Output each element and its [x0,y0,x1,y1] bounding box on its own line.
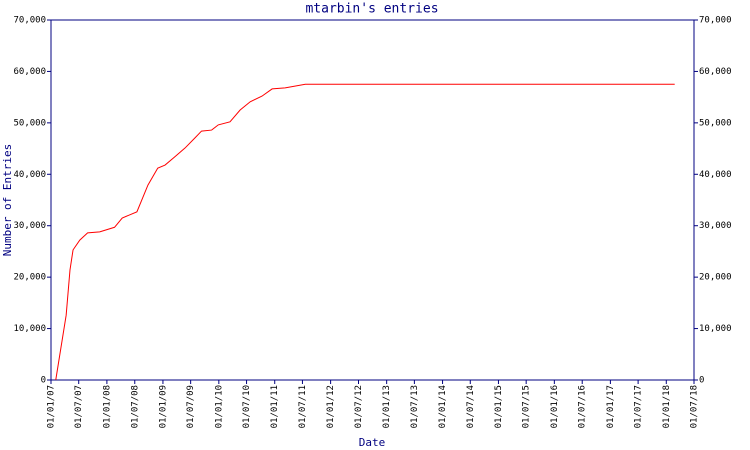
x-tick-label: 01/07/18 [690,385,700,428]
y-axis-title: Number of Entries [1,144,14,257]
y2-tick-label: 10,000 [699,324,732,334]
y2-tick-label: 60,000 [699,67,732,77]
x-tick-label: 01/01/08 [102,385,112,428]
y2-tick-label: 50,000 [699,118,732,128]
y-tick-label: 50,000 [13,118,46,128]
x-tick-label: 01/01/12 [326,385,336,428]
x-axis-title: Date [359,436,386,449]
y2-tick-label: 40,000 [699,170,732,180]
y-tick-label: 30,000 [13,221,46,231]
y-tick-label: 60,000 [13,67,46,77]
x-tick-label: 01/07/11 [298,385,308,428]
x-tick-label: 01/01/16 [550,385,560,428]
x-tick-label: 01/01/09 [158,385,168,428]
x-tick-label: 01/07/15 [522,385,532,428]
y-tick-label: 70,000 [13,16,46,26]
x-tick-label: 01/07/12 [354,385,364,428]
x-tick-label: 01/01/17 [606,385,616,428]
x-tick-label: 01/07/08 [130,385,140,428]
x-tick-label: 01/07/14 [466,385,476,428]
x-tick-label: 01/07/07 [74,385,84,428]
plot-frame [50,19,695,381]
x-tick-label: 01/07/13 [410,385,420,428]
x-tick-label: 01/01/18 [662,385,672,428]
y-tick-label: 40,000 [13,170,46,180]
x-tick-label: 01/07/17 [634,385,644,428]
y2-tick-label: 30,000 [699,221,732,231]
y-tick-label: 10,000 [13,324,46,334]
x-tick-label: 01/07/09 [186,385,196,428]
x-tick-label: 01/01/11 [270,385,280,428]
y-tick-label: 0 [41,376,46,386]
x-tick-label: 01/07/16 [578,385,588,428]
chart-title: mtarbin's entries [305,2,438,17]
x-tick-label: 01/01/15 [494,385,504,428]
y2-tick-label: 70,000 [699,16,732,26]
y-tick-label: 20,000 [13,273,46,283]
y2-tick-label: 0 [699,376,704,386]
y2-tick-label: 20,000 [699,273,732,283]
x-tick-label: 01/01/13 [382,385,392,428]
data-line [55,83,675,381]
x-tick-label: 01/01/10 [214,385,224,428]
x-tick-label: 01/01/14 [438,385,448,428]
x-tick-label: 01/01/07 [47,385,57,428]
x-tick-label: 01/07/10 [242,385,252,428]
